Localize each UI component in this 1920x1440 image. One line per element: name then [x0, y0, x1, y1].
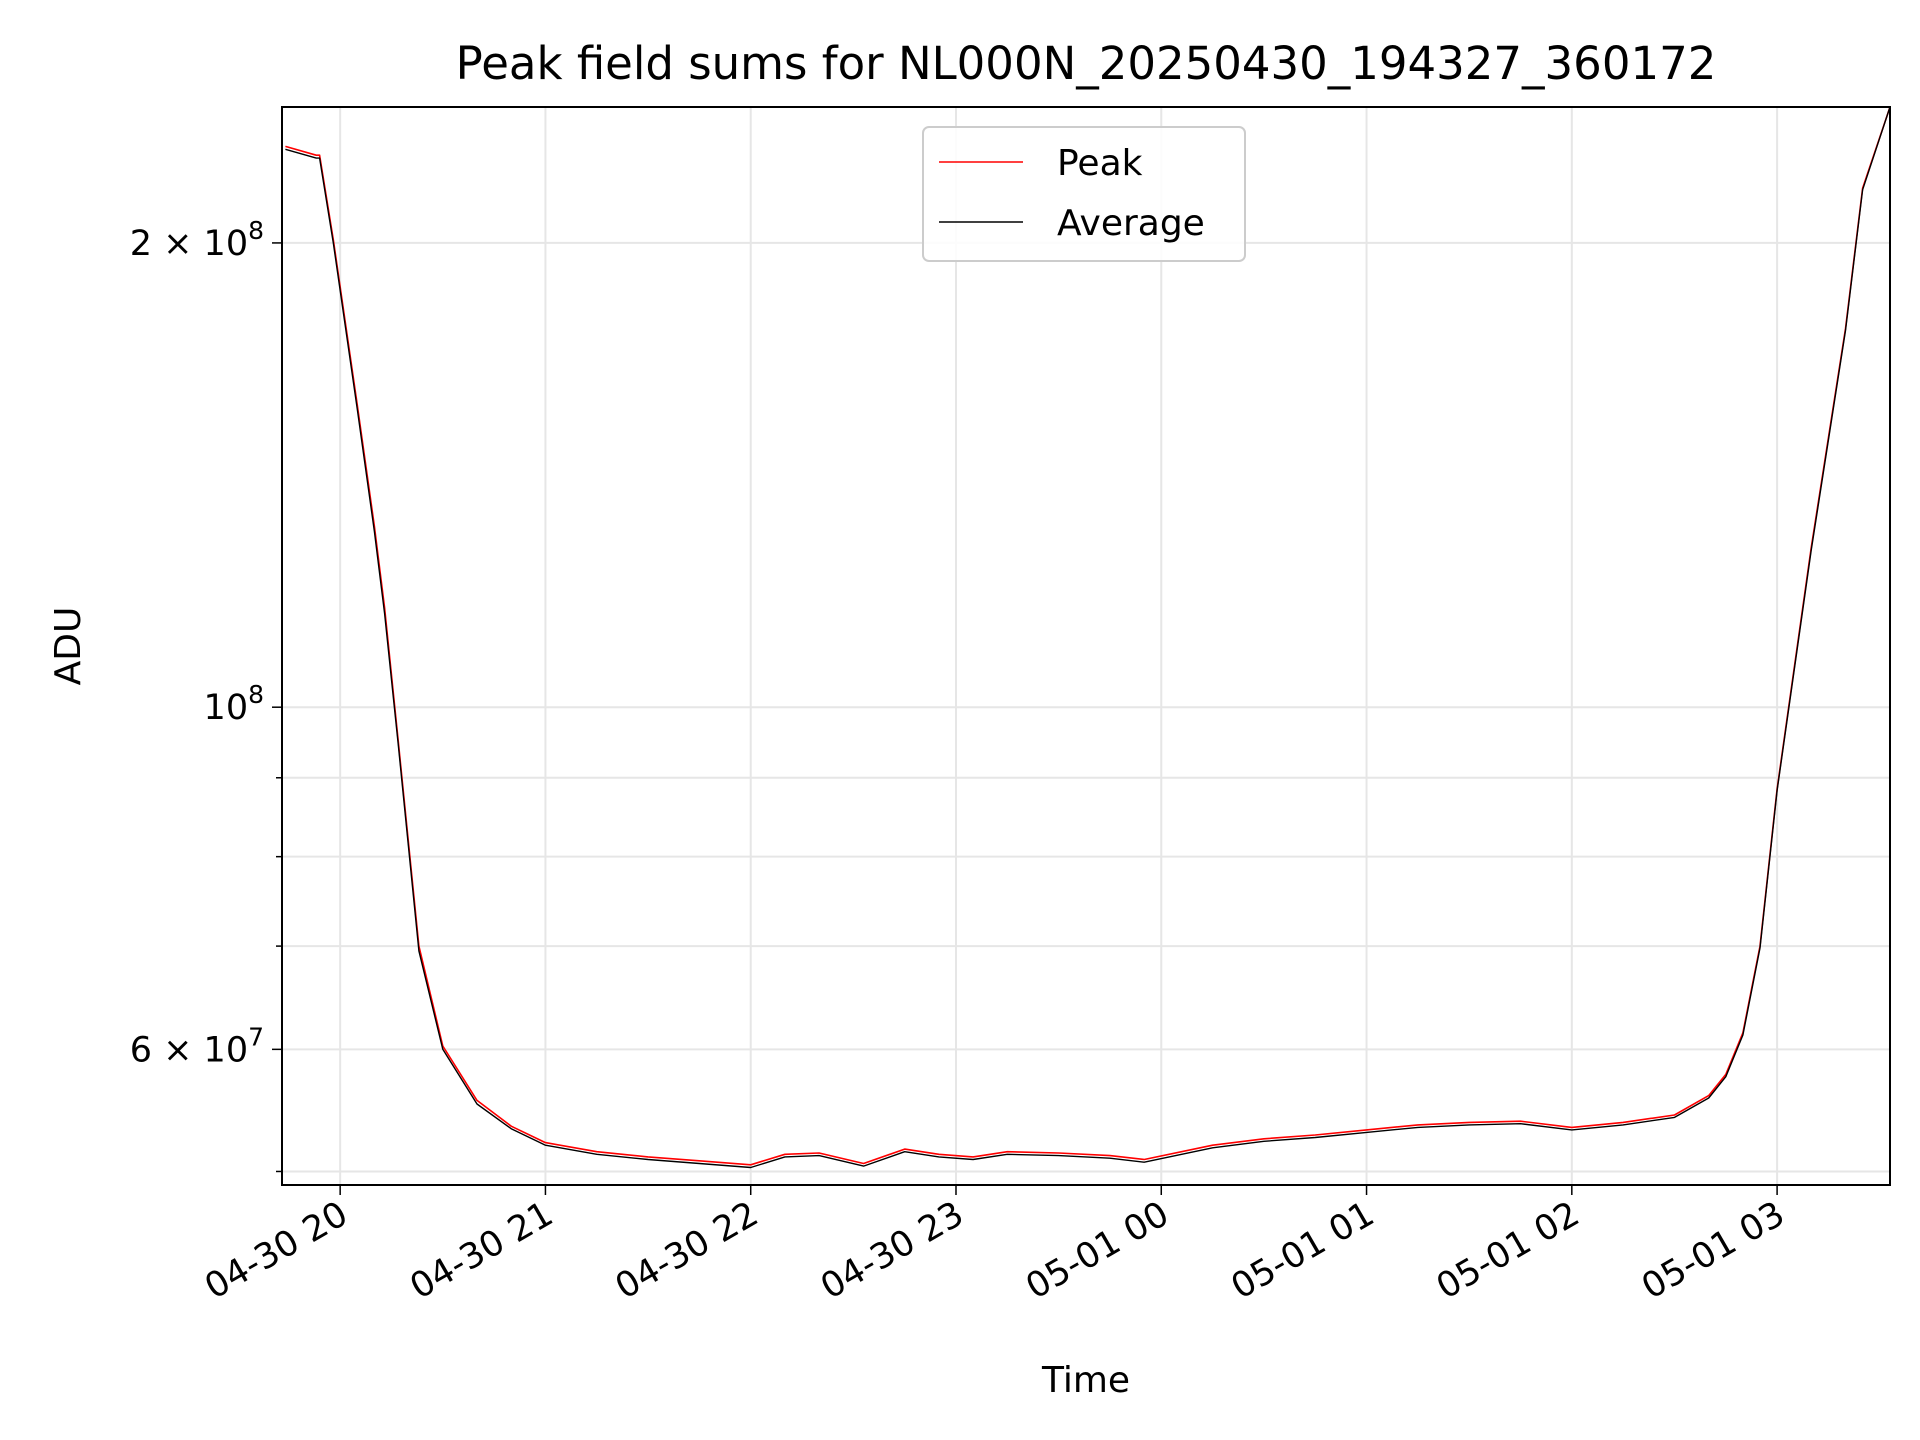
y-tick-label: 2 × 108	[130, 216, 264, 264]
legend-label-average: Average	[1057, 203, 1205, 244]
legend-label-peak: Peak	[1057, 143, 1143, 184]
x-axis-label: Time	[1041, 1360, 1130, 1401]
y-tick-label: 108	[204, 680, 264, 728]
y-axis-label: ADU	[48, 607, 89, 686]
axes-frame	[281, 106, 1891, 1186]
y-tick-label: 6 × 107	[130, 1022, 264, 1070]
chart-title: Peak field sums for NL000N_20250430_1943…	[456, 37, 1717, 90]
series-layer	[285, 106, 1891, 1169]
series-line-average	[285, 106, 1891, 1169]
ticks	[272, 242, 1778, 1195]
y-tick-labels: 2 × 108 108 6 × 107	[130, 216, 264, 1070]
plot-area	[282, 107, 1890, 1185]
legend: Peak Average	[922, 126, 1246, 262]
legend-box	[922, 126, 1246, 262]
